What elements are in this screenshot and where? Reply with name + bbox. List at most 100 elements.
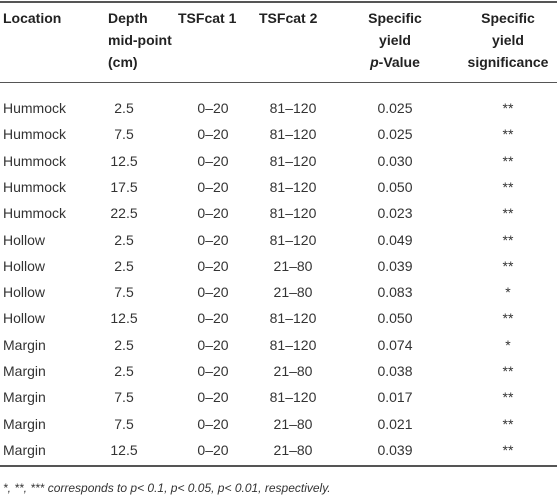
- top-rule: [0, 1, 557, 3]
- table-cell: **: [502, 126, 514, 143]
- table-cell: 21–80: [273, 415, 313, 432]
- table-cell: 21–80: [273, 284, 313, 301]
- table-cell: **: [502, 100, 514, 116]
- table-cell: 17.5: [110, 178, 138, 195]
- table-cell: 0.030: [377, 152, 413, 169]
- table-cell: 81–120: [269, 178, 317, 195]
- table-cell: 0.025: [377, 100, 413, 116]
- header-cell: Specific: [481, 10, 535, 26]
- header-cell: Location: [3, 10, 62, 26]
- table-cell: 81–120: [269, 126, 317, 143]
- header-cell: (cm): [108, 54, 138, 70]
- table-cell: 12.5: [110, 441, 138, 458]
- header-text: -Value: [378, 54, 420, 70]
- table-cell: Hummock: [3, 205, 67, 222]
- table-cell: 7.5: [114, 389, 134, 406]
- table-cell: 0.074: [377, 336, 413, 353]
- table-cell: 81–120: [269, 231, 317, 248]
- table-cell: 0.039: [377, 441, 413, 458]
- table-cell: Hummock: [3, 100, 67, 116]
- table-cell: Hummock: [3, 152, 67, 169]
- table-cell: 12.5: [110, 310, 138, 327]
- table-cell: 21–80: [273, 441, 313, 458]
- table-cell: 0.083: [377, 284, 413, 301]
- table-cell: 12.5: [110, 152, 138, 169]
- table-cell: **: [502, 231, 514, 248]
- table-cell: 0–20: [197, 336, 229, 353]
- table-cell: 0.039: [377, 257, 413, 274]
- table-cell: **: [502, 415, 514, 432]
- table-cell: Margin: [3, 363, 46, 379]
- table-cell: 0.021: [377, 415, 413, 432]
- header-text: p: [370, 54, 379, 70]
- table-cell: 2.5: [114, 336, 134, 353]
- table-cell: **: [502, 363, 514, 379]
- header-cell: TSFcat 1: [178, 10, 237, 26]
- table-cell: 0–20: [197, 257, 229, 274]
- table-cell: 0–20: [197, 389, 229, 406]
- table-cell: Margin: [3, 415, 46, 432]
- table-cell: 0–20: [197, 284, 229, 301]
- table-cell: 0–20: [197, 415, 229, 432]
- table-cell: **: [502, 257, 514, 274]
- table-cell: 81–120: [269, 100, 317, 116]
- table-cell: 7.5: [114, 126, 134, 143]
- table-cell: Margin: [3, 389, 46, 406]
- table-cell: **: [502, 178, 514, 195]
- table-cell: Hollow: [3, 284, 46, 301]
- table-cell: 0.025: [377, 126, 413, 143]
- table-cell: 0.023: [377, 205, 413, 222]
- table-cell: 0–20: [197, 441, 229, 458]
- table-cell: 0–20: [197, 231, 229, 248]
- table-cell: 0–20: [197, 205, 229, 222]
- header-cell: p-Value: [295, 52, 495, 72]
- header-cell: yield: [379, 32, 411, 48]
- table-cell: Hollow: [3, 257, 46, 274]
- table-cell: 0–20: [197, 152, 229, 169]
- table-cell: 0–20: [197, 100, 229, 116]
- table-cell: 81–120: [269, 389, 317, 406]
- table-cell: *: [505, 336, 511, 353]
- table-cell: **: [502, 205, 514, 222]
- table-cell: 2.5: [114, 231, 134, 248]
- table-cell: 7.5: [114, 284, 134, 301]
- header-cell: yield: [492, 32, 524, 48]
- table-cell: 22.5: [110, 205, 138, 222]
- table-cell: 2.5: [114, 100, 134, 116]
- header-cell: mid-point: [108, 32, 172, 48]
- table-cell: **: [502, 310, 514, 327]
- table-cell: Hummock: [3, 126, 67, 143]
- table-cell: 81–120: [269, 152, 317, 169]
- table-cell: 0.017: [377, 389, 413, 406]
- header-cell: Specific: [368, 10, 422, 26]
- table-cell: 81–120: [269, 205, 317, 222]
- table-cell: **: [502, 389, 514, 406]
- footnote: *, **, *** corresponds to p< 0.1, p< 0.0…: [3, 481, 331, 495]
- table-cell: 2.5: [114, 363, 134, 379]
- header-rule: [0, 82, 557, 83]
- header-cell: Depth: [108, 10, 148, 26]
- table-cell: Hummock: [3, 178, 67, 195]
- table-cell: 81–120: [269, 310, 317, 327]
- table-cell: 0.038: [377, 363, 413, 379]
- table-cell: 0–20: [197, 126, 229, 143]
- table-cell: 21–80: [273, 363, 313, 379]
- table-cell: 0.050: [377, 310, 413, 327]
- table-cell: 21–80: [273, 257, 313, 274]
- table-cell: Margin: [3, 336, 46, 353]
- table-cell: 81–120: [269, 336, 317, 353]
- table-cell: **: [502, 152, 514, 169]
- bottom-rule: [0, 465, 557, 467]
- header-cell: significance: [467, 54, 549, 70]
- table-cell: 0.050: [377, 178, 413, 195]
- table-cell: **: [502, 441, 514, 458]
- table-cell: Hollow: [3, 231, 46, 248]
- table-cell: *: [505, 284, 511, 301]
- table-cell: Hollow: [3, 310, 46, 327]
- table-cell: 0–20: [197, 178, 229, 195]
- table-cell: 0.049: [377, 231, 413, 248]
- table-cell: 7.5: [114, 415, 134, 432]
- table-cell: 0–20: [197, 310, 229, 327]
- header-cell: TSFcat 2: [259, 10, 318, 26]
